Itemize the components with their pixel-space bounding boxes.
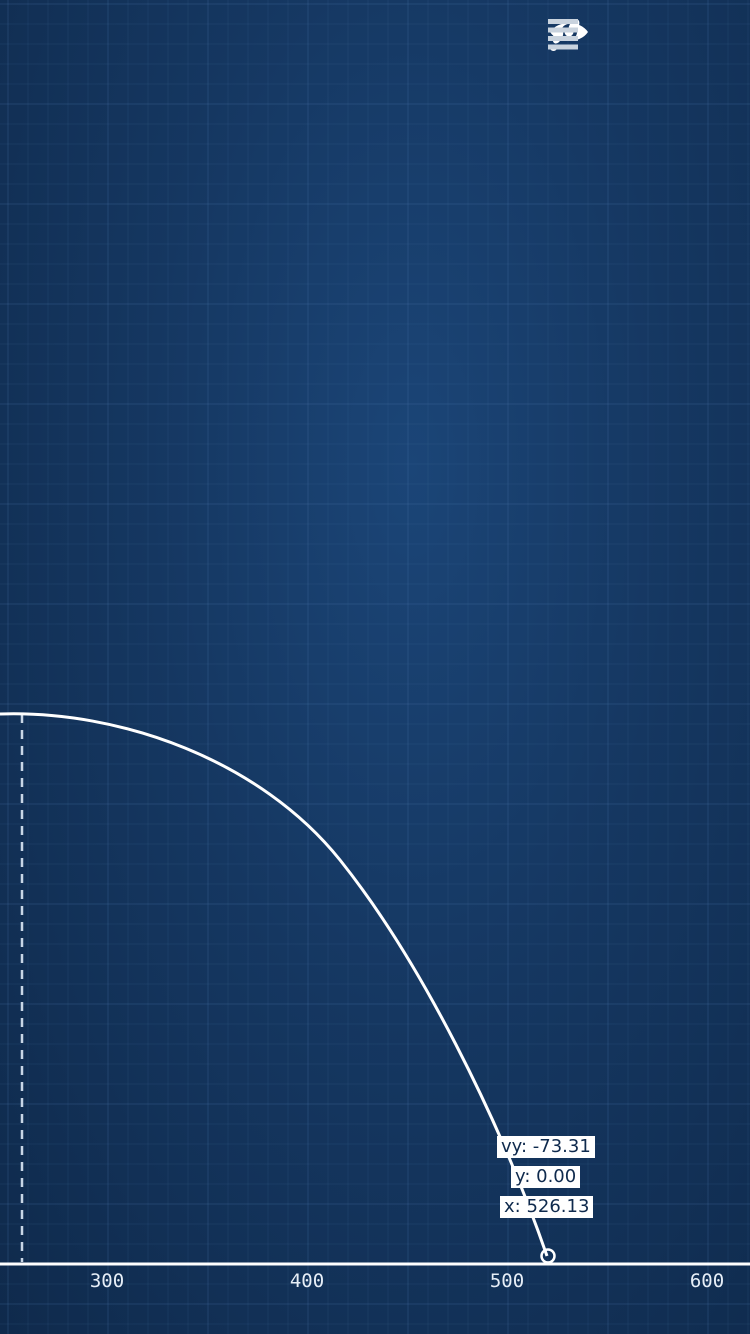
projectile-marker[interactable] bbox=[540, 1248, 556, 1264]
readout-x: x: 526.13 bbox=[500, 1196, 594, 1218]
x-tick-label: 600 bbox=[689, 1270, 725, 1292]
menu-button[interactable] bbox=[548, 18, 724, 62]
trajectory-path bbox=[0, 712, 549, 1257]
top-toolbar bbox=[548, 18, 724, 62]
x-tick-label: 500 bbox=[489, 1270, 525, 1292]
trace-steps-button[interactable] bbox=[550, 18, 658, 62]
x-tick-label: 300 bbox=[89, 1270, 125, 1292]
readout-y: y: 0.00 bbox=[511, 1166, 581, 1188]
x-tick-label: 400 bbox=[289, 1270, 325, 1292]
readout-vy: vy: -73.31 bbox=[497, 1136, 595, 1158]
